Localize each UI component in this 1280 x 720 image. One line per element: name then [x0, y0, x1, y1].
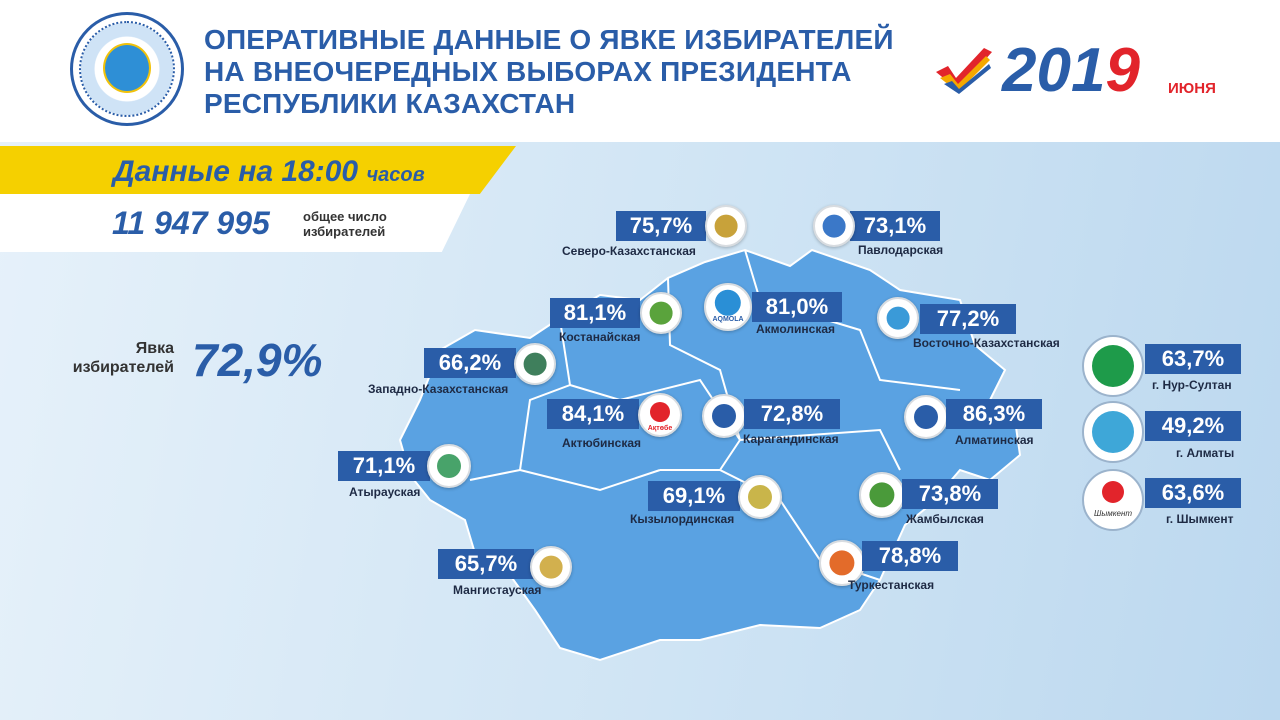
region-value: 75,7%: [616, 211, 706, 241]
region-emblem-icon: [877, 297, 919, 339]
region-name: Алматинская: [955, 433, 1034, 447]
emblem-center: [103, 43, 151, 93]
city-name: г. Нур-Султан: [1152, 378, 1232, 392]
city-value: 63,7%: [1145, 344, 1241, 374]
region-emblem-icon: [427, 444, 471, 488]
region-value: 78,8%: [862, 541, 958, 571]
region-name: Костанайская: [559, 330, 641, 344]
election-commission-emblem-icon: [70, 12, 184, 126]
region-name: Восточно-Казахстанская: [913, 336, 1060, 350]
region-name: Карагандинская: [743, 432, 839, 446]
region-name: Атырауская: [349, 485, 421, 499]
shymkent-emblem-icon: Шымкент: [1082, 469, 1144, 531]
emblem-ring: [79, 21, 175, 117]
map-region-border: [744, 249, 961, 391]
region-name: Западно-Казахстанская: [368, 382, 509, 396]
year-main: 201: [1002, 36, 1106, 105]
city-name: г. Алматы: [1176, 446, 1235, 460]
region-emblem-icon: [640, 292, 682, 334]
region-value: 65,7%: [438, 549, 534, 579]
time-banner-prefix: Данные на 18:00: [113, 155, 359, 188]
region-emblem-icon: [530, 546, 572, 588]
total-voters-value: 11 947 995: [112, 205, 270, 241]
aktobe-emblem-icon: Ақтөбе: [638, 393, 682, 437]
region-name: Актюбинская: [562, 436, 642, 450]
time-banner: [0, 146, 516, 194]
nur-sultan-emblem-icon: [1082, 335, 1144, 397]
region-emblem-icon: [813, 205, 855, 247]
region-name: Павлодарская: [858, 243, 944, 257]
region-value: 73,8%: [902, 479, 998, 509]
aqmola-emblem-icon: AQMOLA: [704, 283, 752, 331]
region-value: 73,1%: [850, 211, 940, 241]
region-value: 81,0%: [752, 292, 842, 322]
aqmola-logo-text: AQMOLA: [712, 316, 744, 323]
region-value: 69,1%: [648, 481, 740, 511]
header: [0, 0, 1280, 142]
year: 2019: [1002, 40, 1140, 102]
region-name: Жамбылская: [906, 512, 984, 526]
region-value: 66,2%: [424, 348, 516, 378]
map-region-border: [519, 469, 661, 492]
time-banner-text: Данные на 18:00 часов: [113, 155, 425, 189]
region-value: 81,1%: [550, 298, 640, 328]
region-name: Акмолинская: [756, 322, 836, 336]
map-region-border: [469, 319, 572, 481]
region-value: 84,1%: [547, 399, 639, 429]
region-emblem-icon: [859, 472, 905, 518]
region-name: Северо-Казахстанская: [562, 244, 696, 258]
region-emblem-icon: [738, 475, 782, 519]
total-voters-label: общее число избирателей: [303, 209, 387, 239]
city-name: г. Шымкент: [1166, 512, 1234, 526]
page-title: ОПЕРАТИВНЫЕ ДАННЫЕ О ЯВКЕ ИЗБИРАТЕЛЕЙ НА…: [204, 24, 894, 119]
city-value: 49,2%: [1145, 411, 1241, 441]
shymkent-logo-text: Шымкент: [1093, 509, 1133, 518]
almaty-emblem-icon: [1082, 401, 1144, 463]
total-voters-panel: [0, 194, 470, 252]
region-emblem-icon: [819, 540, 865, 586]
region-emblem-icon: [702, 394, 746, 438]
time-banner-suffix: часов: [366, 164, 425, 186]
month: ИЮНЯ: [1168, 80, 1216, 97]
turnout-label: Явка избирателей: [72, 340, 174, 376]
turnout-value: 72,9%: [192, 334, 323, 386]
region-name: Мангистауская: [453, 583, 542, 597]
region-value: 86,3%: [946, 399, 1042, 429]
region-value: 71,1%: [338, 451, 430, 481]
region-emblem-icon: [705, 205, 747, 247]
aktobe-logo-text: Ақтөбе: [647, 425, 673, 432]
region-value: 77,2%: [920, 304, 1016, 334]
region-name: Туркестанская: [848, 578, 935, 592]
region-name: Кызылординская: [630, 512, 735, 526]
region-emblem-icon: [904, 395, 948, 439]
year-last-digit: 9: [1105, 36, 1140, 105]
city-value: 63,6%: [1145, 478, 1241, 508]
checkmark-icon: [936, 48, 992, 94]
region-emblem-icon: [514, 343, 556, 385]
region-value: 72,8%: [744, 399, 840, 429]
